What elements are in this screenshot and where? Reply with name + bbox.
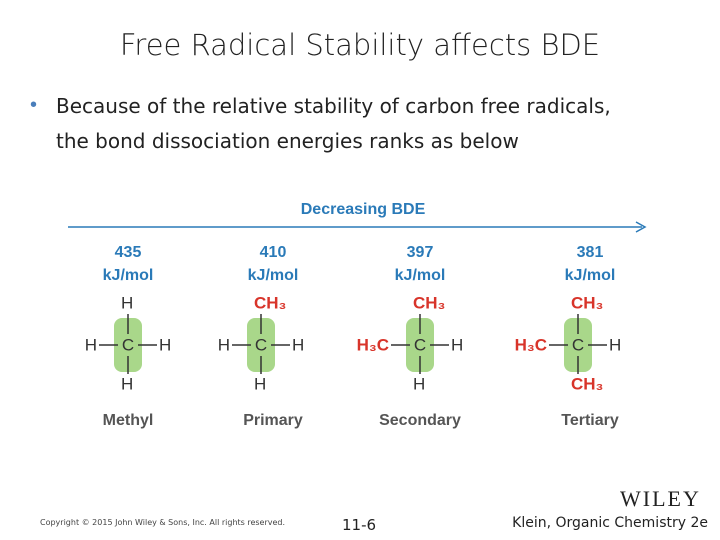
atom-label: CH₃ [254, 293, 286, 312]
atom-label: H [159, 335, 171, 354]
bde-value: 397 [407, 244, 434, 261]
bullet-text: Because of the relative stability of car… [56, 94, 611, 118]
slide-number: 11-6 [342, 516, 377, 534]
radical-name: Tertiary [561, 412, 619, 429]
radical-name: Methyl [103, 412, 154, 429]
atom-label: H [85, 335, 97, 354]
radical-name: Secondary [379, 412, 461, 429]
radical-highlight [114, 318, 142, 372]
publisher-logo: WILEY [620, 486, 701, 511]
atom-label: H [413, 374, 425, 393]
arrow-label: Decreasing BDE [301, 201, 426, 218]
radical-highlight [564, 318, 592, 372]
atom-label: H₃C [357, 335, 389, 354]
radical-name: Primary [243, 412, 303, 429]
atom-label: H [451, 335, 463, 354]
arrow-head [635, 221, 647, 233]
bde-unit: kJ/mol [248, 267, 299, 284]
atom-label: H [121, 293, 133, 312]
copyright: Copyright © 2015 John Wiley & Sons, Inc.… [40, 518, 286, 527]
bullet-text: the bond dissociation energies ranks as … [56, 129, 519, 153]
atom-label: H [121, 374, 133, 393]
bde-unit: kJ/mol [565, 267, 616, 284]
radical-highlight [247, 318, 275, 372]
source: Klein, Organic Chemistry 2e [512, 515, 708, 531]
atom-label: H₃C [515, 335, 547, 354]
atom-label: C [414, 335, 426, 354]
bde-unit: kJ/mol [103, 267, 154, 284]
atom-label: CH₃ [571, 293, 603, 312]
radical-highlight [406, 318, 434, 372]
bde-value: 381 [577, 244, 604, 261]
atom-label: CH₃ [571, 374, 603, 393]
slide-title: Free Radical Stability affects BDE [119, 28, 601, 62]
bullet-marker: • [30, 94, 38, 116]
atom-label: H [218, 335, 230, 354]
atom-label: CH₃ [413, 293, 445, 312]
atom-label: C [122, 335, 134, 354]
atom-label: C [572, 335, 584, 354]
atom-label: C [255, 335, 267, 354]
bde-unit: kJ/mol [395, 267, 446, 284]
atom-label: H [609, 335, 621, 354]
bde-value: 435 [115, 244, 142, 261]
bde-value: 410 [260, 244, 287, 261]
atom-label: H [292, 335, 304, 354]
atom-label: H [254, 374, 266, 393]
